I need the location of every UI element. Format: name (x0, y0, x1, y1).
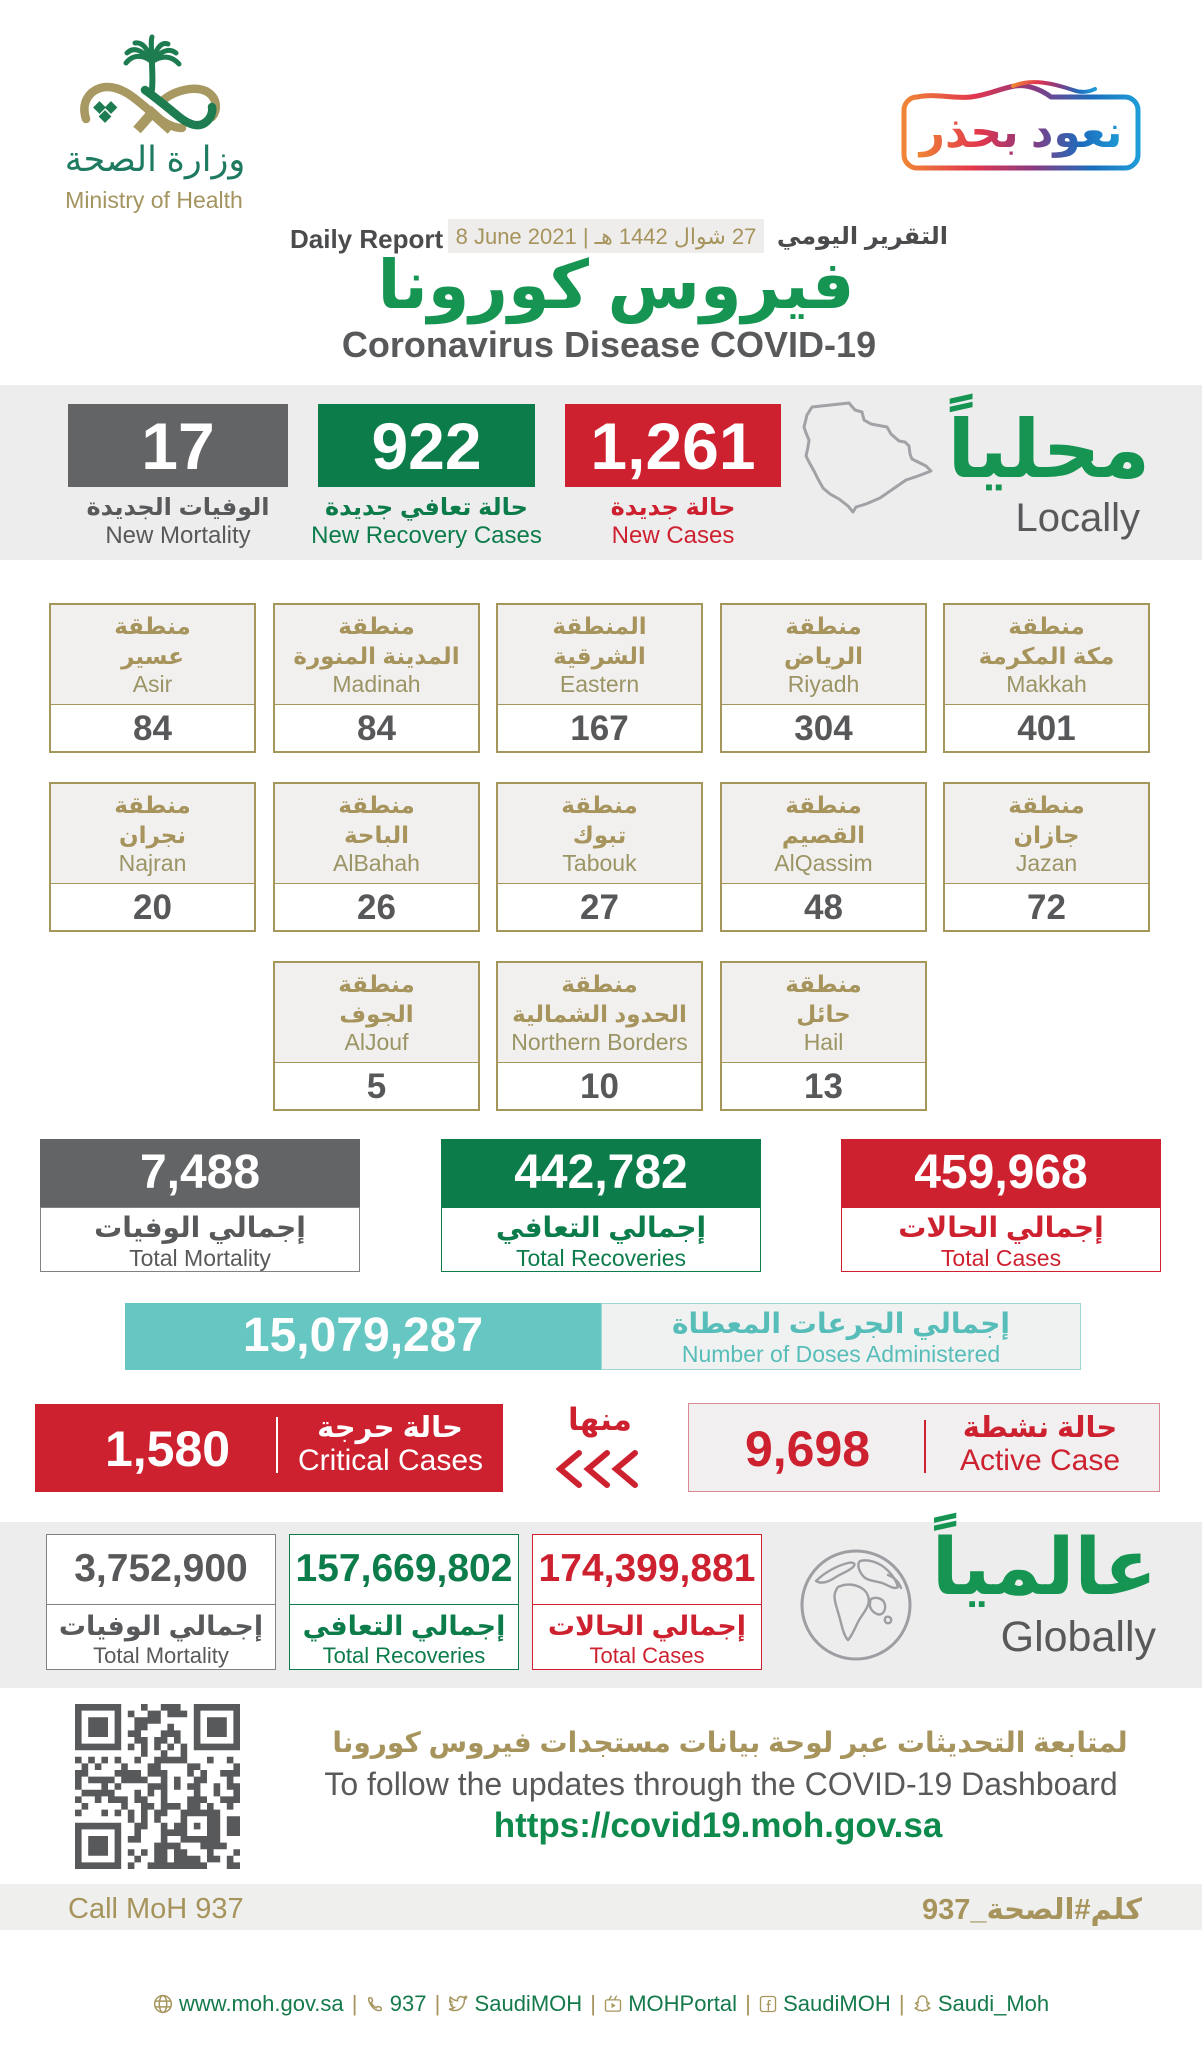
svg-text:نعود بحذر: نعود بحذر (918, 108, 1123, 158)
